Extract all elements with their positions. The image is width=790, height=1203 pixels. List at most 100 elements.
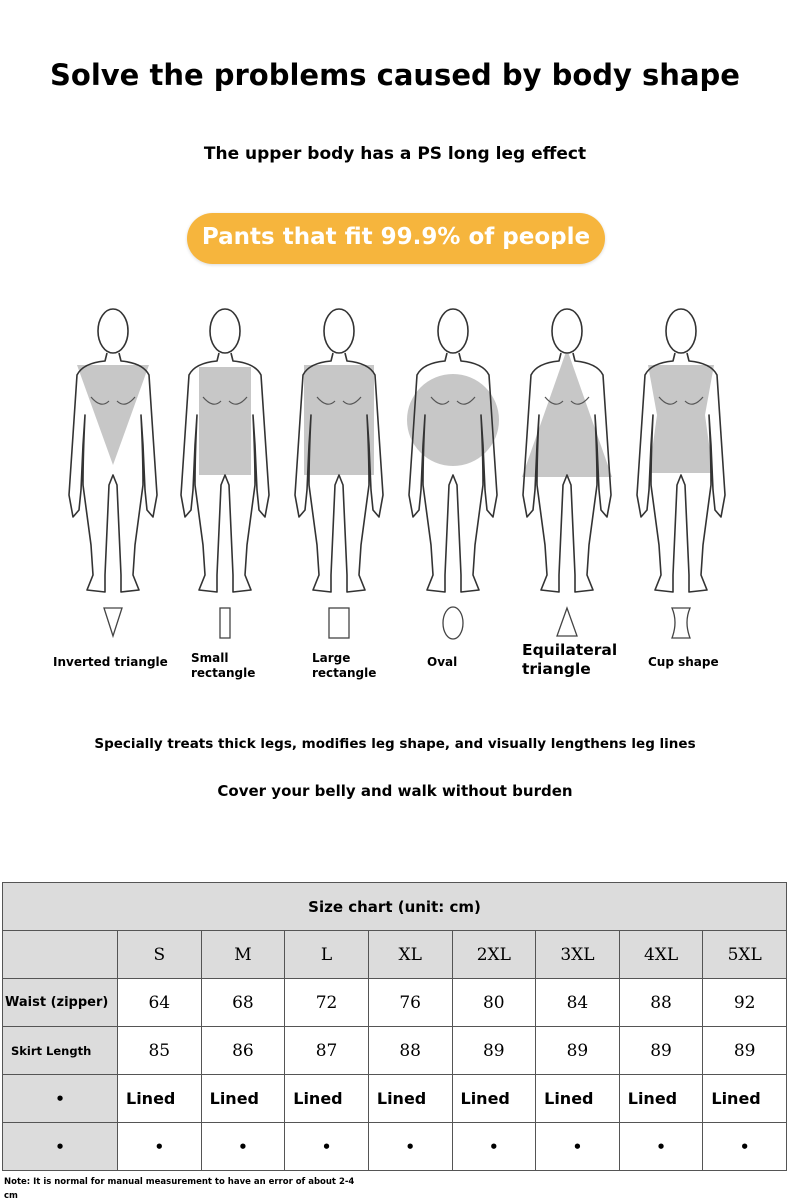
feature-text-legs: Specially treats thick legs, modifies le… bbox=[94, 736, 696, 752]
size-header: XL bbox=[367, 930, 453, 979]
size-header: 3XL bbox=[535, 930, 620, 979]
table-cell: • bbox=[702, 1122, 787, 1171]
head-outline bbox=[97, 308, 129, 354]
triangle-icon bbox=[556, 606, 578, 637]
table-cell: 88 bbox=[618, 978, 704, 1027]
table-cell: • bbox=[451, 1122, 537, 1171]
table-row: • • • • • • • • • bbox=[2, 1122, 787, 1171]
body-shape-label: Inverted triangle bbox=[53, 655, 168, 669]
size-chart-title-row: Size chart (unit: cm) bbox=[2, 882, 787, 931]
table-cell: 80 bbox=[451, 978, 537, 1027]
oval-icon bbox=[442, 606, 464, 640]
chest-lines bbox=[316, 396, 362, 405]
table-cell: Lined bbox=[535, 1074, 620, 1123]
figure-cup bbox=[636, 308, 726, 639]
table-cell: 88 bbox=[367, 1026, 453, 1075]
size-header: 5XL bbox=[702, 930, 787, 979]
figure-inverted-triangle bbox=[68, 308, 158, 639]
corner-cell bbox=[2, 930, 118, 979]
subtitle: The upper body has a PS long leg effect bbox=[203, 144, 587, 164]
body-shape-label: Oval bbox=[427, 655, 458, 669]
table-cell: 92 bbox=[702, 978, 787, 1027]
table-cell: 85 bbox=[117, 1026, 202, 1075]
chest-lines bbox=[544, 396, 590, 405]
figure-small-rectangle bbox=[180, 308, 270, 639]
table-cell: • bbox=[200, 1122, 286, 1171]
measurement-note: Note: It is normal for manual measuremen… bbox=[4, 1177, 355, 1201]
table-cell: 84 bbox=[535, 978, 620, 1027]
table-cell: • bbox=[284, 1122, 369, 1171]
table-cell: Lined bbox=[367, 1074, 453, 1123]
table-cell: Lined bbox=[702, 1074, 787, 1123]
table-cell: • bbox=[117, 1122, 202, 1171]
oval-overlay bbox=[407, 374, 499, 466]
large-rectangle-overlay bbox=[304, 365, 374, 475]
page-title: Solve the problems caused by body shape bbox=[50, 58, 740, 92]
body-outline bbox=[68, 352, 158, 593]
chest-lines bbox=[90, 396, 136, 405]
table-row: Skirt Length 85 86 87 88 89 89 89 89 bbox=[2, 1026, 787, 1075]
size-header: 4XL bbox=[618, 930, 704, 979]
body-outline bbox=[180, 352, 270, 593]
head-outline bbox=[551, 308, 583, 354]
body-outline bbox=[636, 352, 726, 593]
row-label: • bbox=[2, 1074, 118, 1123]
cup-icon bbox=[671, 607, 691, 639]
table-cell: Lined bbox=[451, 1074, 537, 1123]
table-cell: Lined bbox=[117, 1074, 202, 1123]
large-rectangle-icon bbox=[328, 607, 350, 639]
row-label: Waist (zipper) bbox=[2, 978, 118, 1027]
fit-badge: Pants that fit 99.9% of people bbox=[187, 213, 605, 264]
body-shape-label: Equilateral triangle bbox=[522, 641, 618, 678]
chest-lines bbox=[658, 396, 704, 405]
figure-large-rectangle bbox=[294, 308, 384, 639]
row-label: • bbox=[2, 1122, 118, 1171]
table-row: • Lined Lined Lined Lined Lined Lined Lined Line… bbox=[2, 1074, 787, 1123]
head-outline bbox=[209, 308, 241, 354]
head-outline bbox=[323, 308, 355, 354]
table-cell: 68 bbox=[200, 978, 286, 1027]
size-chart-table: Size chart (unit: cm) S M L XL 2XL 3XL 4XL 5XL Wa… bbox=[2, 882, 787, 1171]
body-shape-figures bbox=[68, 308, 726, 640]
small-rectangle-overlay bbox=[199, 367, 251, 475]
table-cell: 89 bbox=[451, 1026, 537, 1075]
table-cell: 89 bbox=[618, 1026, 704, 1075]
size-header: S bbox=[117, 930, 202, 979]
table-cell: 89 bbox=[535, 1026, 620, 1075]
table-cell: 86 bbox=[200, 1026, 286, 1075]
feature-text-belly: Cover your belly and walk without burden bbox=[217, 782, 573, 800]
body-shape-label: Cup shape bbox=[648, 655, 719, 669]
body-outline bbox=[408, 352, 498, 593]
table-cell: • bbox=[367, 1122, 453, 1171]
cup-overlay bbox=[648, 365, 714, 473]
body-outline bbox=[522, 352, 612, 593]
figure-oval bbox=[407, 308, 499, 640]
chest-lines bbox=[430, 396, 476, 405]
size-header: L bbox=[284, 930, 369, 979]
size-chart-title: Size chart (unit: cm) bbox=[2, 882, 787, 931]
table-cell: • bbox=[535, 1122, 620, 1171]
body-outline bbox=[294, 352, 384, 593]
inverted-triangle-overlay bbox=[77, 365, 149, 465]
small-rectangle-icon bbox=[219, 607, 231, 639]
size-header: 2XL bbox=[451, 930, 537, 979]
body-shape-label: Small rectangle bbox=[191, 651, 256, 680]
size-header: M bbox=[200, 930, 286, 979]
table-cell: Lined bbox=[200, 1074, 286, 1123]
table-cell: 87 bbox=[284, 1026, 369, 1075]
inverted-triangle-icon bbox=[103, 607, 123, 639]
table-cell: 89 bbox=[702, 1026, 787, 1075]
table-cell: 64 bbox=[117, 978, 202, 1027]
triangle-overlay bbox=[522, 349, 612, 477]
row-label: Skirt Length bbox=[2, 1026, 118, 1075]
table-cell: Lined bbox=[284, 1074, 369, 1123]
table-cell: Lined bbox=[618, 1074, 704, 1123]
table-cell: • bbox=[618, 1122, 704, 1171]
chest-lines bbox=[202, 396, 248, 405]
size-header-row: S M L XL 2XL 3XL 4XL 5XL bbox=[2, 930, 787, 979]
body-shape-label: Large rectangle bbox=[312, 651, 377, 680]
table-row: Waist (zipper) 64 68 72 76 80 84 88 92 bbox=[2, 978, 787, 1027]
table-cell: 76 bbox=[367, 978, 453, 1027]
head-outline bbox=[437, 308, 469, 354]
head-outline bbox=[665, 308, 697, 354]
